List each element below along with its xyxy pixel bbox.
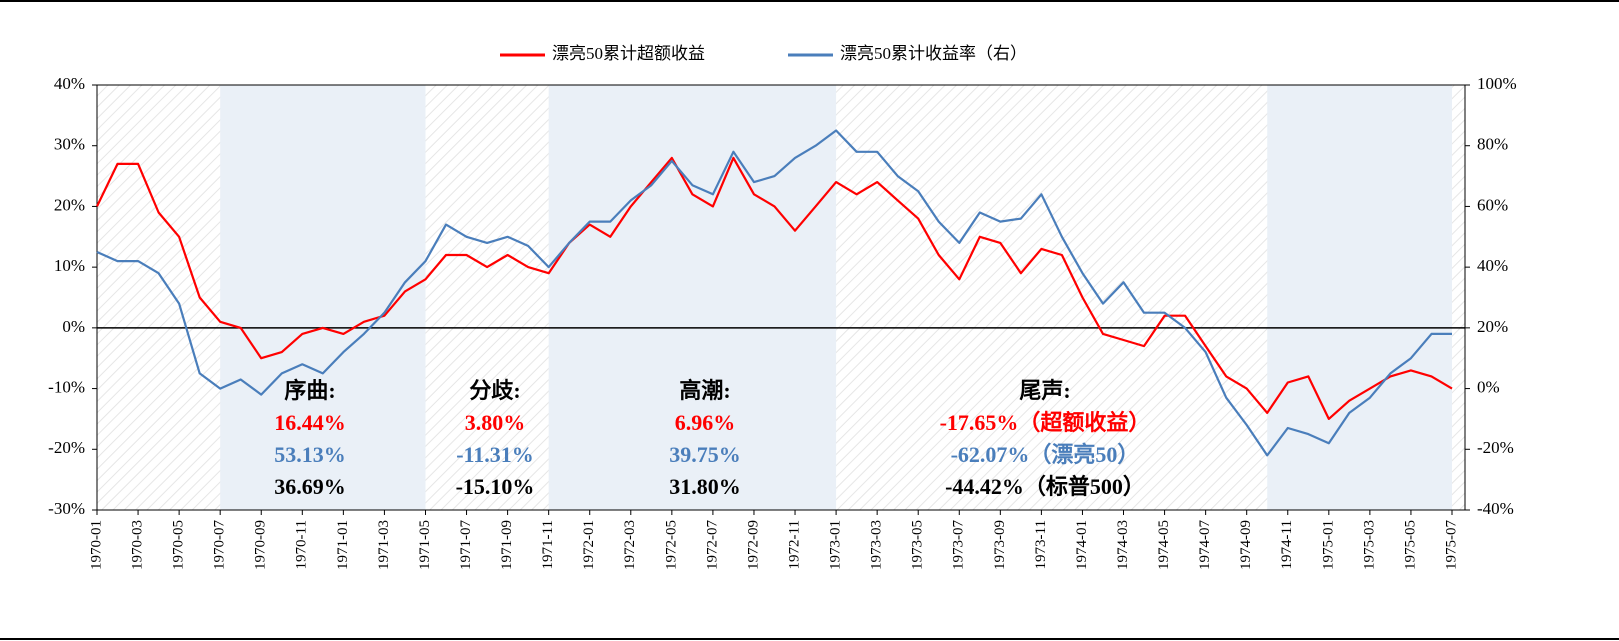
- y2-tick-label: -20%: [1477, 438, 1514, 457]
- annotation: 6.96%: [675, 410, 736, 435]
- x-tick-label: 1973-09: [992, 520, 1008, 570]
- x-tick-label: 1972-03: [622, 520, 638, 570]
- y2-tick-label: 20%: [1477, 317, 1508, 336]
- x-tick-label: 1974-07: [1197, 520, 1213, 570]
- x-tick-label: 1973-07: [951, 520, 967, 570]
- x-tick-label: 1970-07: [212, 520, 228, 570]
- x-tick-label: 1973-05: [910, 520, 926, 570]
- y-tick-label: 10%: [54, 256, 85, 275]
- annotation: -62.07%（漂亮50）: [951, 442, 1140, 467]
- x-tick-label: 1970-11: [294, 520, 310, 569]
- y-tick-label: -30%: [48, 499, 85, 518]
- y2-tick-label: 80%: [1477, 135, 1508, 154]
- y2-tick-label: 100%: [1477, 74, 1517, 93]
- x-tick-label: 1970-01: [88, 520, 104, 570]
- y2-tick-label: -40%: [1477, 499, 1514, 518]
- x-tick-label: 1975-01: [1320, 520, 1336, 570]
- x-tick-label: 1974-09: [1238, 520, 1254, 570]
- y2-tick-label: 40%: [1477, 256, 1508, 275]
- legend-label: 漂亮50累计超额收益: [552, 44, 705, 63]
- annotation: -44.42%（标普500）: [945, 474, 1145, 499]
- x-tick-label: 1971-03: [376, 520, 392, 570]
- annotation: -15.10%: [456, 474, 535, 499]
- shaded-period: [1267, 85, 1452, 510]
- y-tick-label: 0%: [62, 317, 85, 336]
- x-tick-label: 1970-09: [253, 520, 269, 570]
- annotation: -11.31%: [456, 442, 534, 467]
- annotation: 3.80%: [465, 410, 526, 435]
- annotation: 31.80%: [669, 474, 741, 499]
- x-tick-label: 1972-07: [704, 520, 720, 570]
- x-tick-label: 1971-11: [540, 520, 556, 569]
- annotation: 36.69%: [274, 474, 346, 499]
- plot-frame: [96, 84, 1466, 511]
- annotation: -17.65%（超额收益）: [940, 410, 1151, 435]
- annotation: 分歧:: [469, 378, 520, 403]
- x-tick-label: 1970-03: [129, 520, 145, 570]
- x-tick-label: 1973-11: [1033, 520, 1049, 569]
- x-tick-label: 1974-11: [1279, 520, 1295, 569]
- x-tick-label: 1970-05: [171, 520, 187, 570]
- annotation: 序曲:: [284, 378, 335, 403]
- series-line: [96, 129, 1452, 457]
- annotation: 尾声:: [1019, 378, 1070, 403]
- shaded-period: [548, 85, 837, 510]
- x-tick-label: 1975-07: [1443, 520, 1459, 570]
- x-tick-label: 1974-05: [1156, 520, 1172, 570]
- shaded-period: [220, 85, 426, 510]
- x-tick-label: 1972-01: [581, 520, 597, 570]
- annotation: 高潮:: [679, 378, 730, 403]
- series-line: [96, 156, 1453, 420]
- y2-tick-label: 60%: [1477, 195, 1508, 214]
- annotation: 16.44%: [274, 410, 346, 435]
- x-tick-label: 1971-09: [499, 520, 515, 570]
- y-tick-label: 20%: [54, 195, 85, 214]
- x-tick-label: 1973-03: [869, 520, 885, 570]
- y2-tick-label: 0%: [1477, 377, 1500, 396]
- x-tick-label: 1971-01: [335, 520, 351, 570]
- annotation: 39.75%: [669, 442, 741, 467]
- y-tick-label: -10%: [48, 377, 85, 396]
- x-tick-label: 1972-05: [663, 520, 679, 570]
- y-tick-label: 30%: [54, 135, 85, 154]
- x-tick-label: 1975-03: [1361, 520, 1377, 570]
- y-tick-label: -20%: [48, 438, 85, 457]
- legend-label: 漂亮50累计收益率（右）: [840, 44, 1027, 63]
- x-tick-label: 1973-01: [828, 520, 844, 570]
- annotation: 53.13%: [274, 442, 346, 467]
- y-tick-label: 40%: [54, 74, 85, 93]
- x-tick-label: 1974-01: [1074, 520, 1090, 570]
- x-tick-label: 1972-09: [745, 520, 761, 570]
- x-tick-label: 1972-11: [786, 520, 802, 569]
- x-tick-label: 1974-03: [1115, 520, 1131, 570]
- x-tick-label: 1971-05: [417, 520, 433, 570]
- x-tick-label: 1971-07: [458, 520, 474, 570]
- x-tick-label: 1975-05: [1402, 520, 1418, 570]
